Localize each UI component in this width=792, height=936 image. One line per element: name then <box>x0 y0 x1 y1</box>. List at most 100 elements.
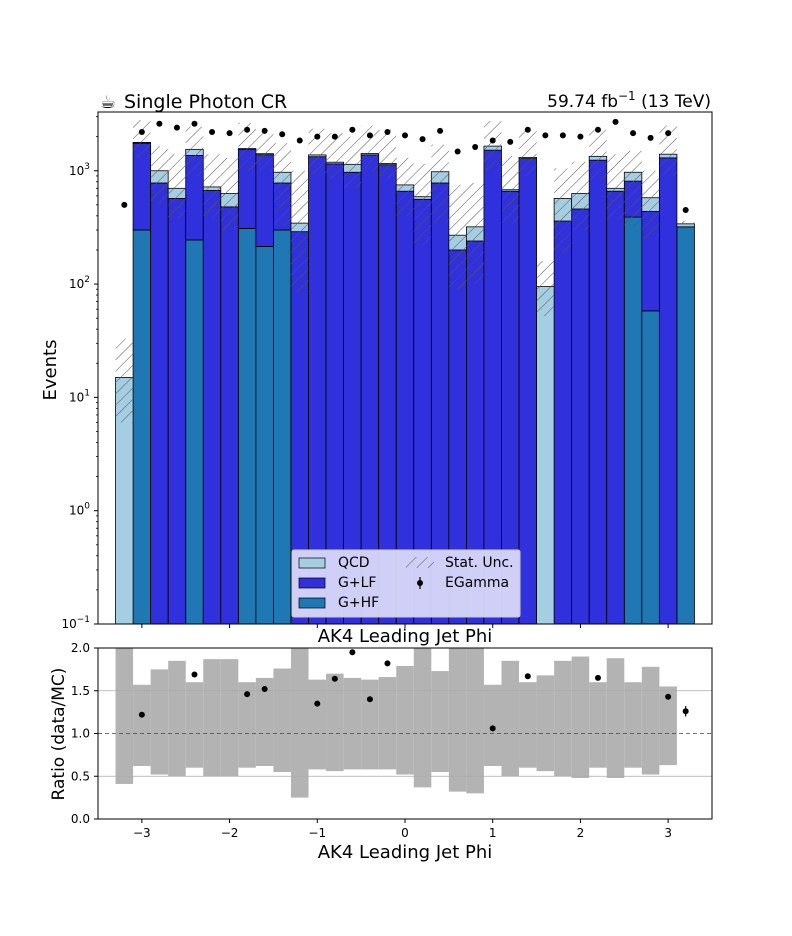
data-point-28 <box>612 118 619 125</box>
stat-unc-bin-22 <box>501 155 520 224</box>
data-point-15 <box>384 128 391 135</box>
ratio-band-bin-24 <box>536 675 555 772</box>
ratio-band-bin-25 <box>554 660 572 777</box>
ratio-band-bin-18 <box>431 671 449 772</box>
data-point-24 <box>542 132 549 139</box>
stat-unc-bin-10 <box>290 170 309 293</box>
main-x-axis <box>141 624 669 628</box>
legend-data-marker <box>417 580 423 586</box>
ratio-band-bin-17 <box>413 648 432 788</box>
ratio-band-bin-28 <box>606 658 625 778</box>
legend-label-ghf: G+HF <box>338 595 379 611</box>
data-point-27 <box>594 126 601 133</box>
data-points <box>121 118 689 214</box>
data-point-10 <box>296 137 303 144</box>
ratio-point-13 <box>682 708 689 715</box>
data-point-14 <box>366 132 373 139</box>
stat-unc-bin-32 <box>676 221 695 224</box>
ratio-x-axis: −3 −2 −1 0 1 2 3 <box>133 819 672 840</box>
ratio-band-bin-5 <box>203 659 221 777</box>
ratio-band-bin-20 <box>466 648 484 794</box>
main-y-tick-label-1: 100 <box>69 502 90 518</box>
ratio-point-10 <box>524 673 531 680</box>
stat-unc-bin-14 <box>361 125 379 171</box>
bar-g-lf-bin-27 <box>588 159 608 624</box>
data-point-3 <box>173 124 180 131</box>
ratio-point-7 <box>366 696 373 703</box>
ratio-band-bin-31 <box>659 686 677 766</box>
data-point-23 <box>524 126 531 133</box>
stacked-histogram <box>115 141 695 624</box>
ratio-band-bin-15 <box>378 677 397 770</box>
main-y-tick-label-2: 101 <box>69 388 90 404</box>
ratio-y-tick-label-3: 1.5 <box>71 684 90 698</box>
main-y-axis: 10−1 100 101 102 103 <box>61 116 98 631</box>
ratio-point-3 <box>261 686 268 693</box>
data-point-22 <box>507 138 514 145</box>
ratio-band-bin-2 <box>150 669 169 775</box>
stat-unc-bin-29 <box>624 150 642 227</box>
ratio-x-tick-label-6: 3 <box>664 826 672 840</box>
data-point-0 <box>121 201 128 208</box>
data-point-25 <box>559 132 566 139</box>
ratio-point-0 <box>138 711 145 718</box>
ratio-band-bin-4 <box>185 682 204 768</box>
bar-g-hf-bin-32 <box>676 226 695 624</box>
data-point-26 <box>577 133 584 140</box>
ratio-point-11 <box>594 674 601 681</box>
main-y-tick-label-4: 103 <box>69 162 90 178</box>
stat-unc-bin-19 <box>448 184 467 290</box>
main-histogram-panel: 10−1 100 101 102 103 Events AK4 Leading Jet … <box>40 111 713 647</box>
ratio-y-tick-label-4: 2.0 <box>71 641 90 655</box>
ratio-x-tick-label-3: 0 <box>401 826 409 840</box>
ratio-point-8 <box>384 660 391 667</box>
main-y-tick-label-0: 10−1 <box>61 615 90 631</box>
ratio-band-bin-0 <box>115 648 134 784</box>
data-point-8 <box>261 127 268 134</box>
main-y-tick-label-3: 102 <box>69 275 90 291</box>
stat-unc-bin-12 <box>326 133 344 179</box>
legend-label-glf: G+LF <box>338 575 376 591</box>
ratio-band-bin-13 <box>343 677 362 770</box>
ratio-point-6 <box>349 649 356 656</box>
ratio-point-9 <box>489 725 496 732</box>
legend-box <box>291 549 521 618</box>
bar-qcd-bin-32 <box>676 223 695 228</box>
ratio-band-bin-19 <box>448 648 467 792</box>
ratio-y-axis-label: Ratio (data/MC) <box>49 668 69 801</box>
ratio-band-bin-11 <box>308 679 327 770</box>
bar-g-lf-bin-25 <box>553 220 573 624</box>
stat-unc-bin-0 <box>115 338 134 423</box>
ratio-point-2 <box>244 691 251 698</box>
data-point-30 <box>647 134 654 141</box>
data-point-17 <box>419 136 426 143</box>
stat-unc-bin-18 <box>431 144 449 223</box>
ratio-y-tick-label-0: 0.0 <box>71 812 90 826</box>
bar-g-lf-bin-3 <box>167 198 187 624</box>
data-point-21 <box>489 137 496 144</box>
ratio-x-tick-label-2: −1 <box>308 826 326 840</box>
ratio-point-4 <box>314 700 321 707</box>
ratio-band-bin-8 <box>255 677 274 766</box>
ratio-band-bin-30 <box>641 666 660 775</box>
bar-g-hf-bin-30 <box>641 310 660 624</box>
ratio-y-axis: 0.0 0.5 1.0 1.5 2.0 <box>71 641 98 826</box>
data-point-6 <box>226 130 233 137</box>
data-point-2 <box>156 120 163 127</box>
ratio-band-bin-7 <box>238 682 256 768</box>
ratio-uncertainty-band <box>115 648 677 798</box>
bar-g-hf-bin-4 <box>185 239 204 624</box>
stat-unc-bin-2 <box>150 146 169 205</box>
ratio-band-bin-10 <box>290 648 309 798</box>
data-point-4 <box>191 120 198 127</box>
bar-g-lf-bin-6 <box>220 206 239 624</box>
data-point-9 <box>279 131 286 138</box>
ratio-band-bin-29 <box>624 682 642 768</box>
data-point-31 <box>665 130 672 137</box>
ratio-band-bin-14 <box>361 679 379 770</box>
stat-unc-bin-25 <box>554 168 572 253</box>
legend-label-data: EGamma <box>445 575 509 591</box>
bar-g-hf-bin-29 <box>623 216 643 624</box>
ratio-x-tick-label-4: 1 <box>489 826 497 840</box>
data-point-18 <box>437 127 444 134</box>
